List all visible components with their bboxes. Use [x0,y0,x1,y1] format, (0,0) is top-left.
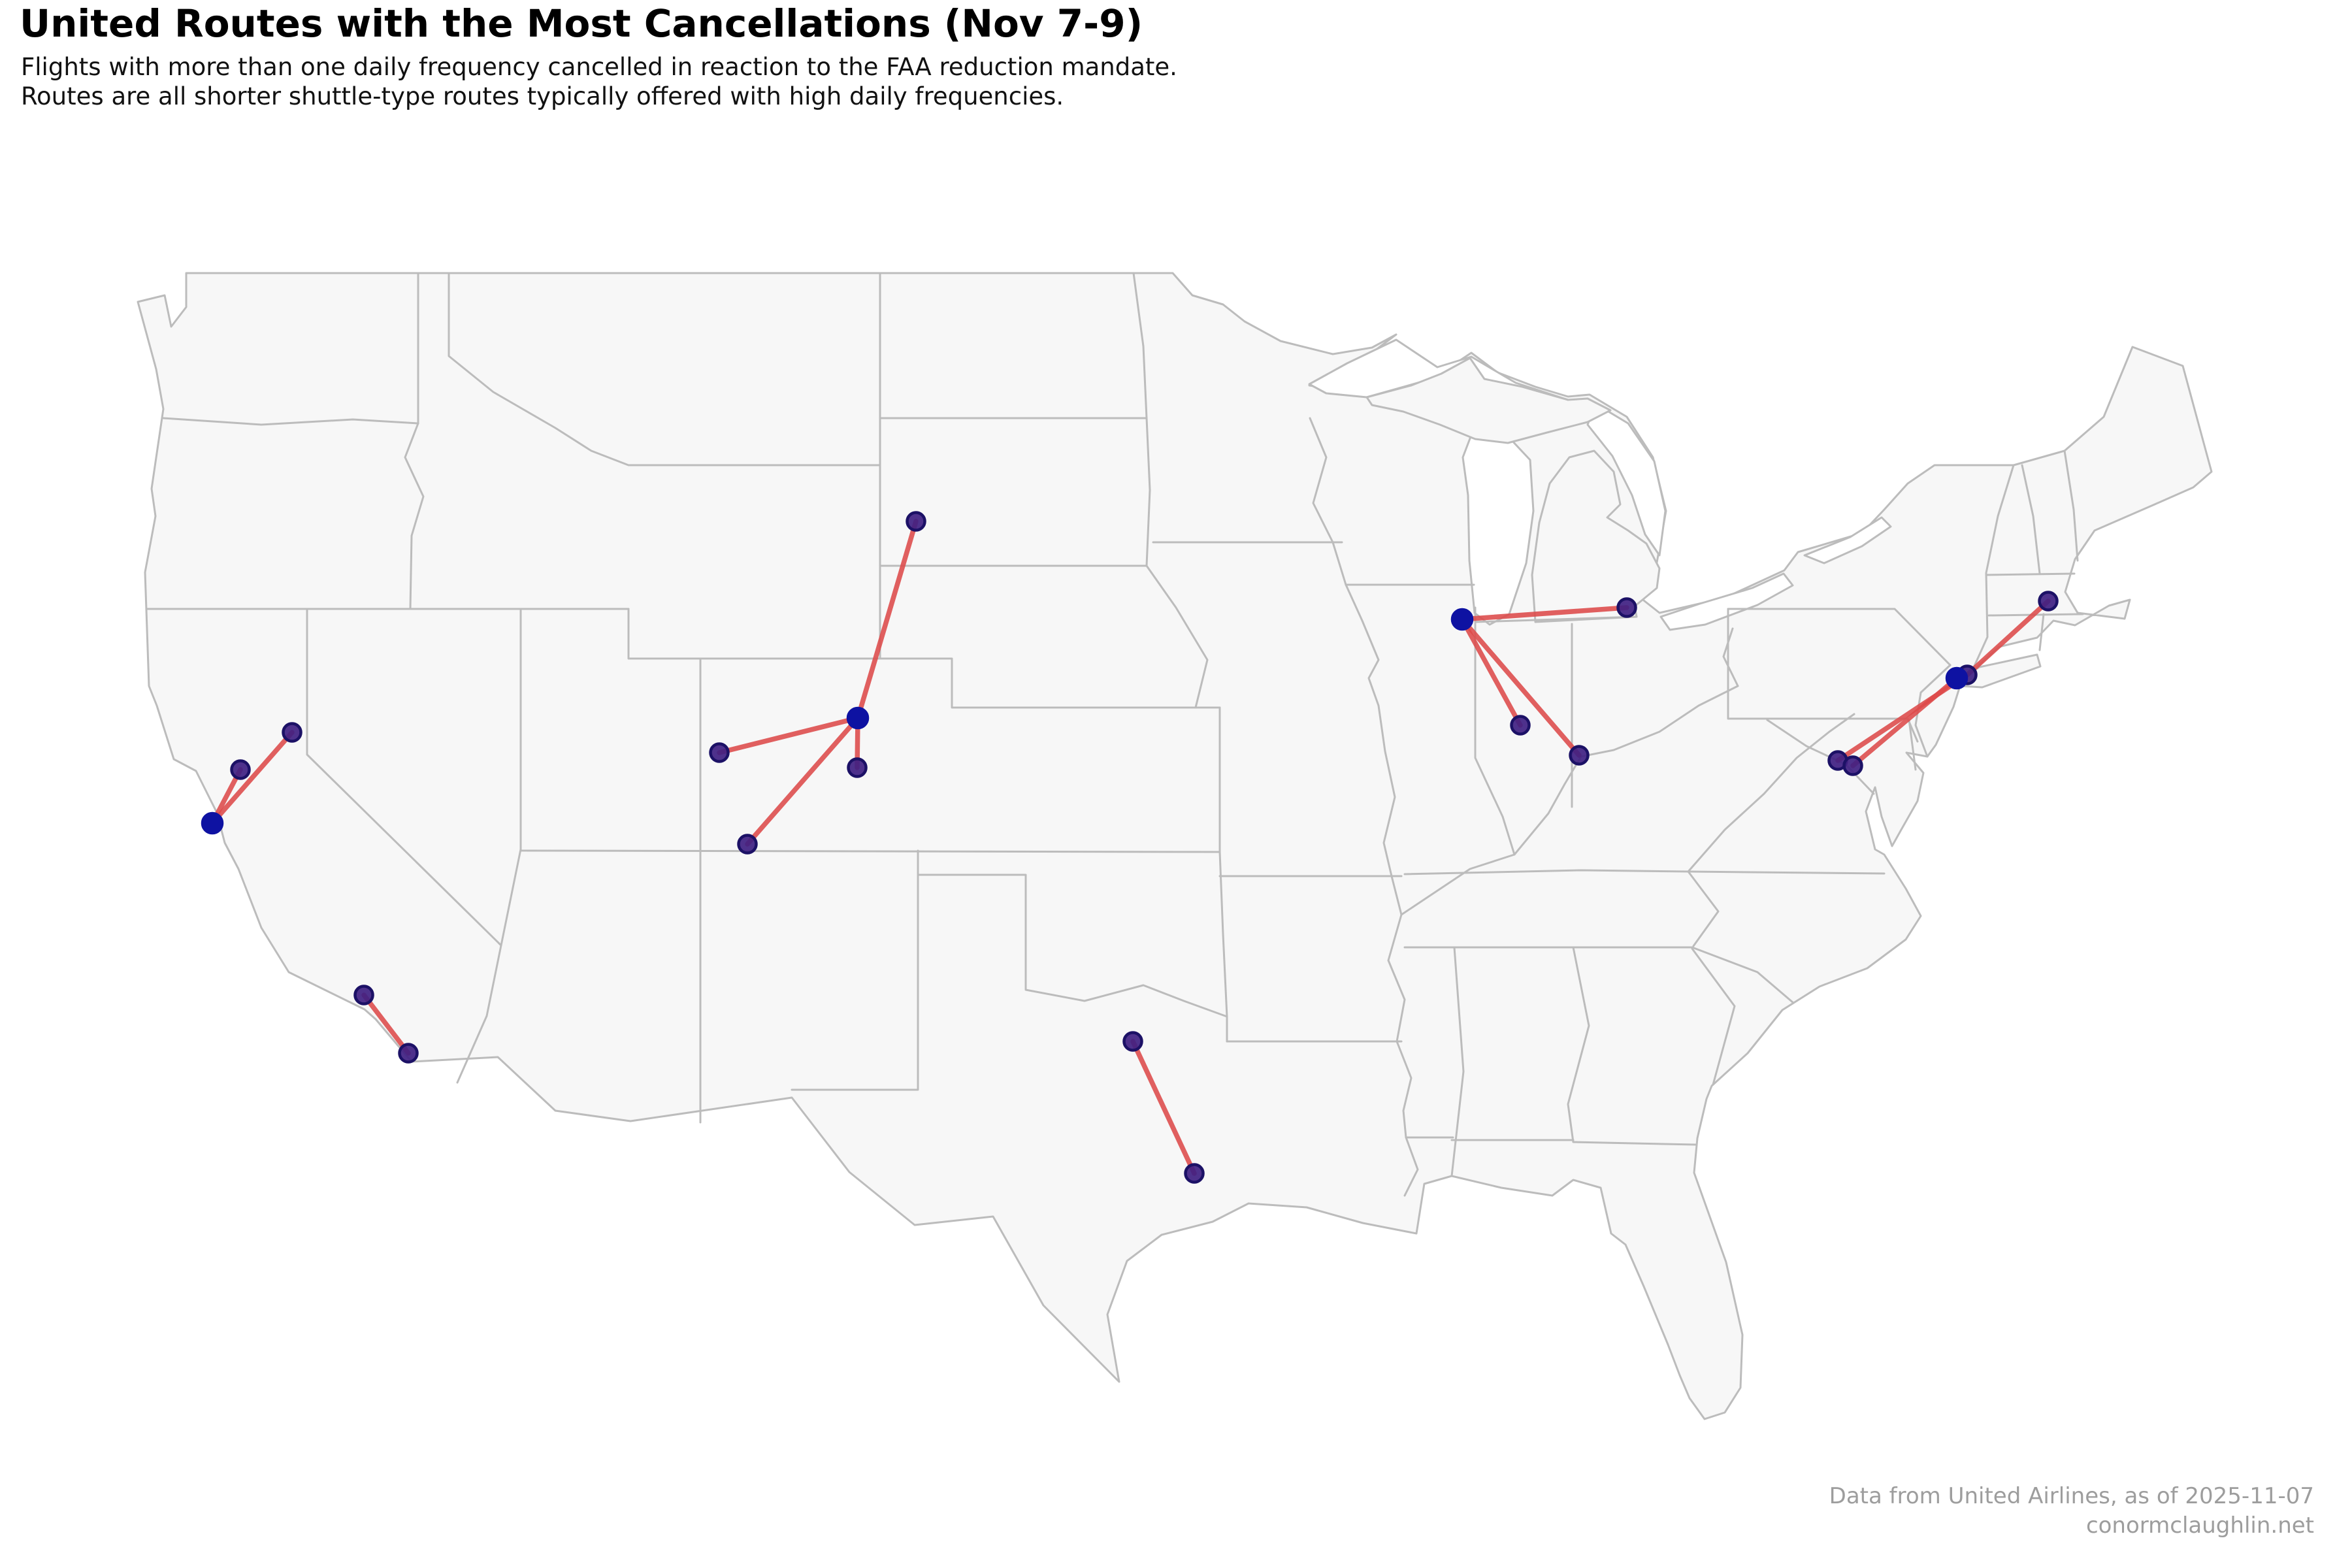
state-border-line [917,874,1228,1018]
hub-airport-dot [201,811,224,835]
state-border-line [1403,869,1886,875]
airport-dot [906,511,926,532]
route-line [1965,598,2051,678]
attribution-site: conormclaughlin.net [2085,1512,2314,1539]
state-border-line [1567,946,1697,1146]
lake-shape [1586,402,1667,557]
subtitle-line-2: Routes are all shorter shuttle-type rout… [21,82,1064,111]
state-border-line [1722,627,1739,687]
state-shape [1531,449,1661,623]
airport-dot [1569,745,1590,766]
state-border-line [1727,608,1952,666]
state-border-line [791,849,919,1091]
state-border-line [519,849,1221,853]
route-lines-layer [210,519,2051,1176]
subtitle-line-1: Flights with more than one daily frequen… [21,53,1177,81]
route-line [1130,1039,1197,1176]
airport-dot [282,722,302,743]
airport-dot [1616,597,1637,618]
attribution-source: Data from United Airlines, as of 2025-11… [1829,1483,2314,1510]
hub-airport-dot [1945,666,1968,690]
route-line [1460,617,1523,728]
airport-dot [230,759,251,780]
route-line [1460,617,1582,758]
page-title: United Routes with the Most Cancellation… [20,1,1143,46]
hub-airport-dot [1450,608,1474,631]
state-border-line [162,417,419,426]
state-border-line [1474,606,1516,856]
route-line [210,730,295,826]
state-border-line [1985,572,2076,576]
airport-dot [2038,591,2059,612]
airport-dots-layer [201,511,2059,1184]
route-line [361,992,411,1056]
lake-shape [1659,572,1794,631]
state-border-line [500,608,522,947]
state-border-line [1766,719,1875,795]
lake-shape [1462,429,1535,626]
state-border-line [448,272,881,466]
route-line [1460,605,1629,622]
page-subtitle: Flights with more than one daily frequen… [21,52,1177,111]
hub-airport-dot [846,706,870,730]
state-border-line [1970,464,2015,673]
airport-dot [709,742,730,763]
national-outline [137,272,2213,1420]
lake-shape [1803,516,1892,564]
airport-dot [1184,1163,1205,1184]
state-border-line [1687,713,1855,873]
state-border-line [2021,464,2041,575]
state-border-line [1450,946,1465,1177]
state-border-line [1691,947,1736,1086]
airport-dot [1122,1031,1143,1052]
route-line [717,715,860,755]
state-shape [1365,357,1612,444]
attribution: Data from United Airlines, as of 2025-11… [1829,1482,2314,1541]
route-line [855,519,919,721]
route-line [745,715,860,847]
state-border-line [1309,417,1419,1197]
state-border-line [1908,719,1917,771]
state-border-line [1474,615,1638,623]
state-border-line [1687,870,1720,947]
state-border-line [2038,613,2045,651]
airport-dot [847,757,868,778]
state-border-line [1218,706,1228,1043]
great-lakes [1308,338,1892,631]
state-border-line [1403,946,1795,1004]
airport-dot [737,834,758,855]
airport-dot [398,1043,419,1064]
state-borders [145,272,2084,1197]
route-line [1850,676,1959,768]
airport-dot [353,985,374,1005]
state-border-line [404,422,425,610]
airport-dot [1842,755,1863,776]
state-border-line [1727,608,1919,743]
us-landmass [137,272,2213,1420]
state-border-line [1132,272,1209,709]
airport-dot [1510,715,1531,736]
state-border-line [2063,449,2079,562]
state-border-line [1400,685,1739,916]
